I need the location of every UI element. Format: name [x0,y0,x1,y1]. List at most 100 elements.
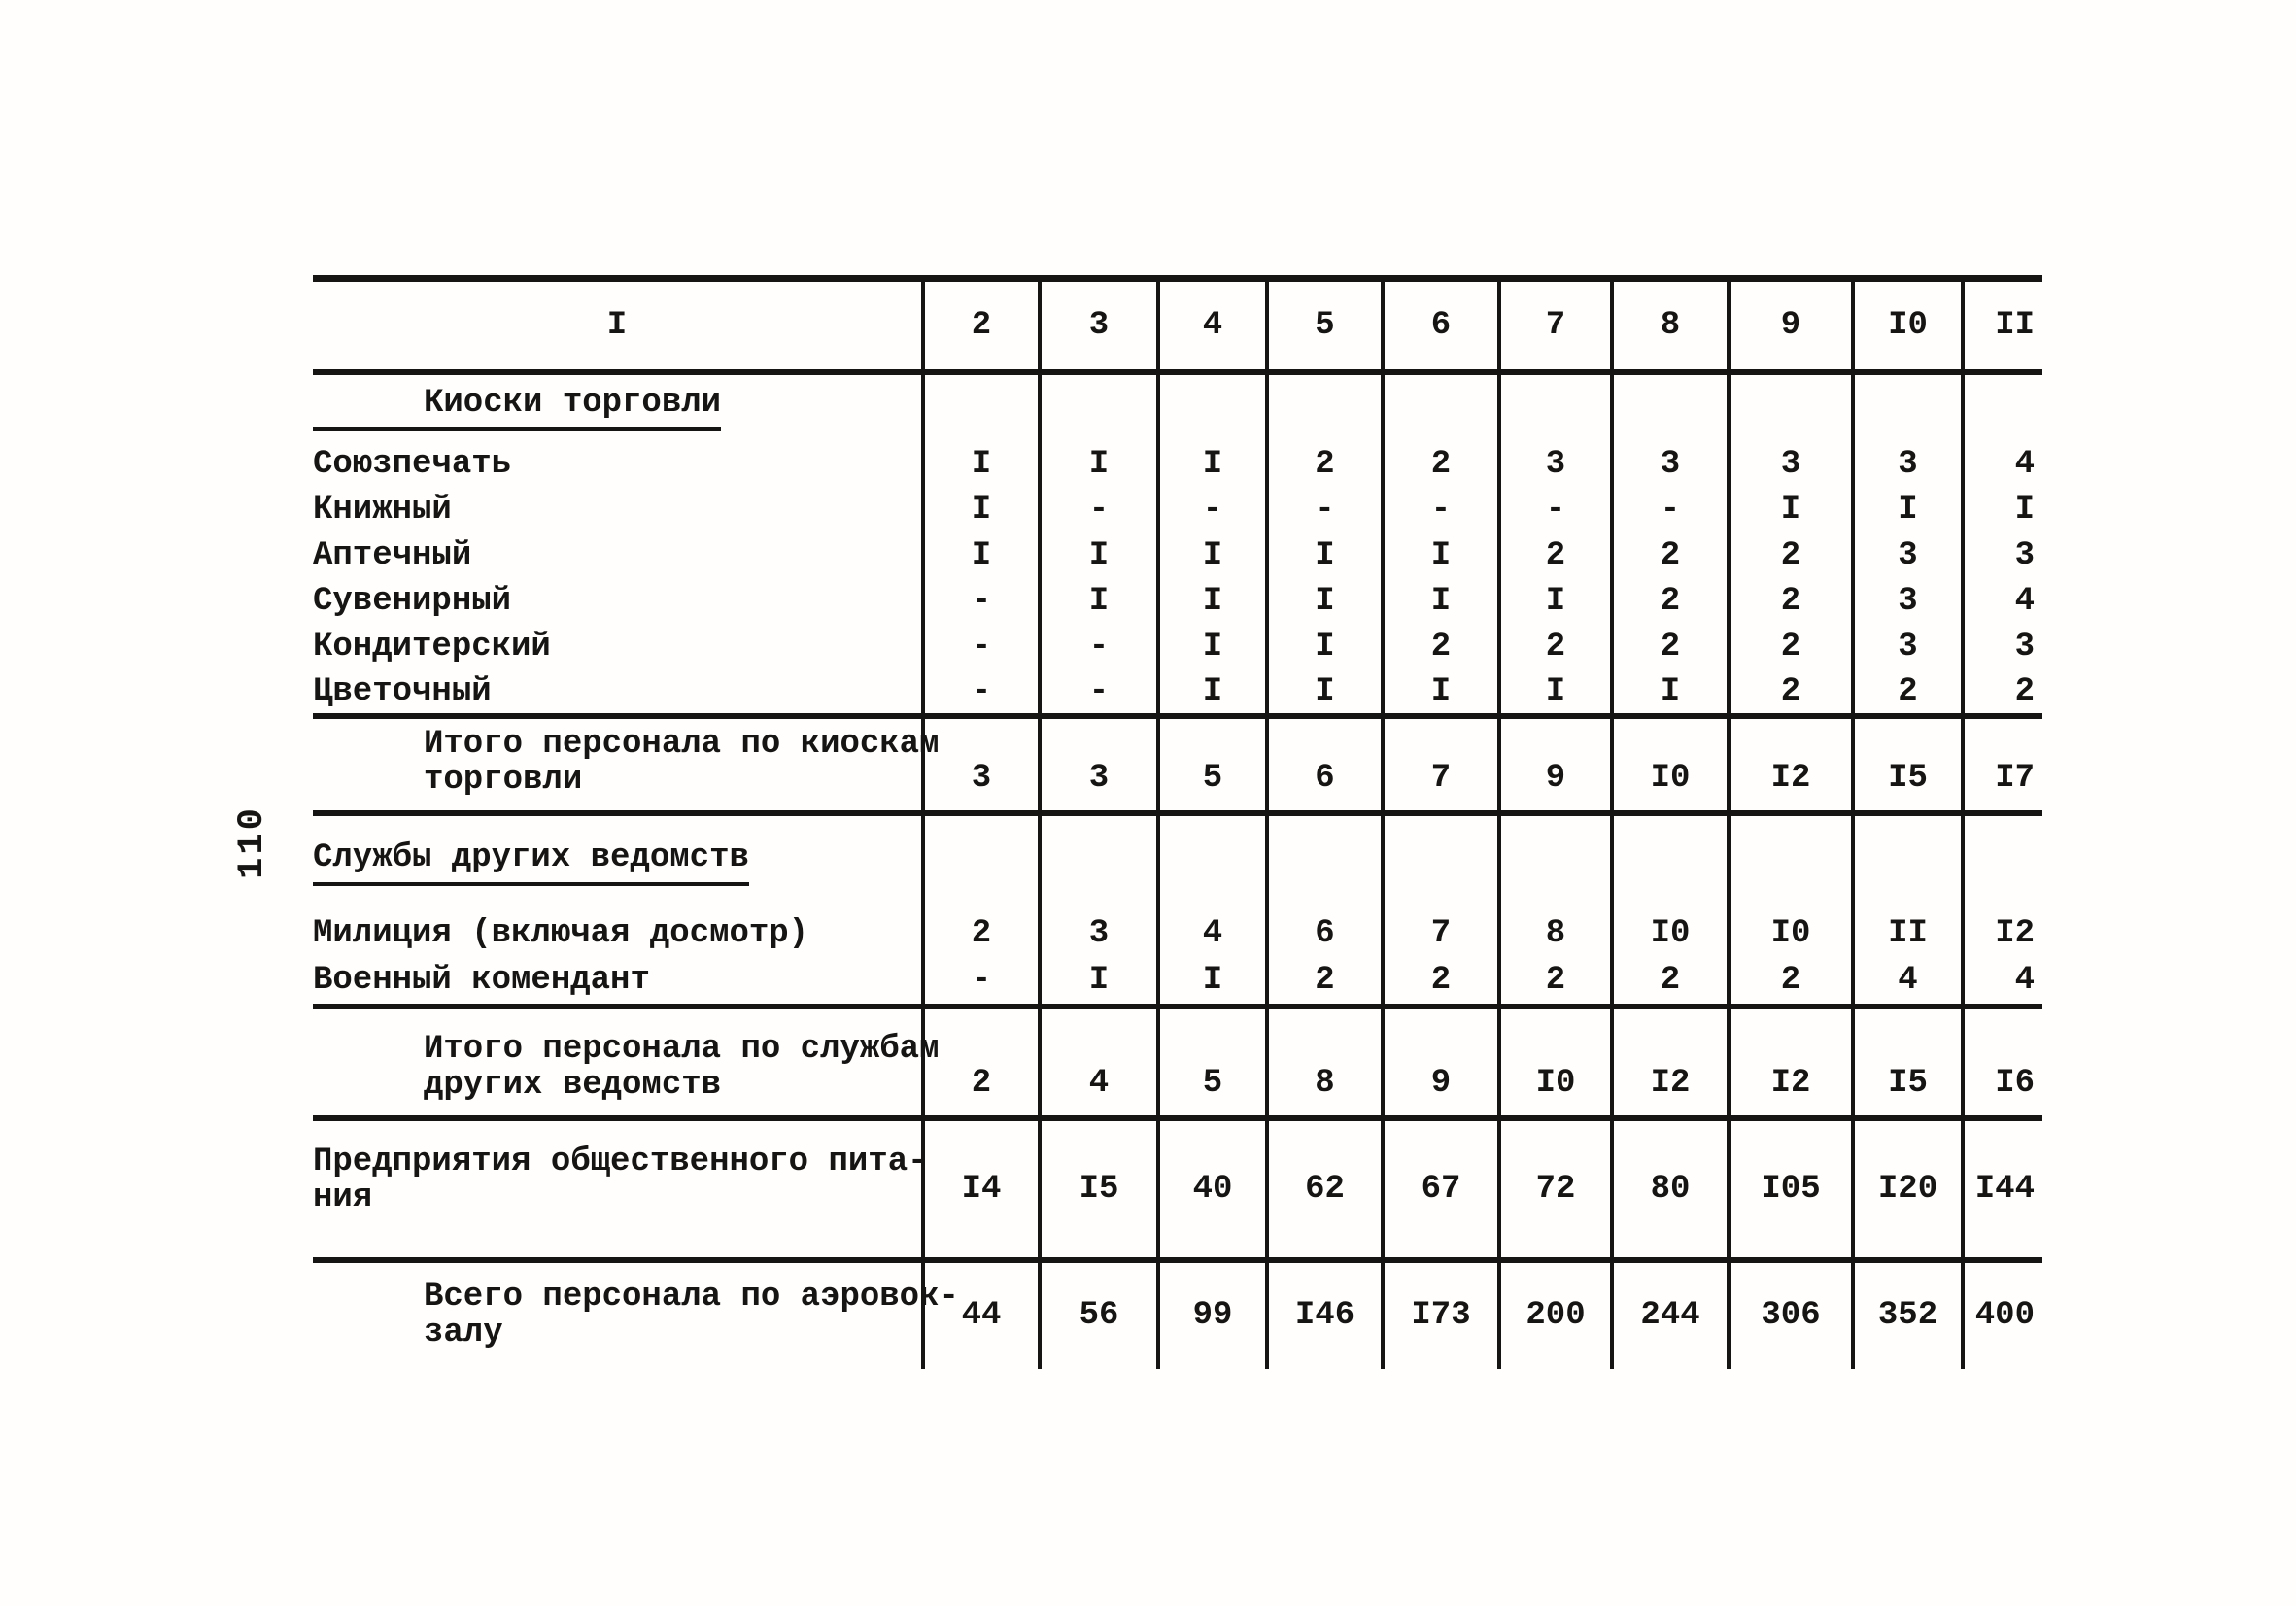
value-cell: - [1038,624,1158,670]
row-label: Цветочный [313,672,492,710]
empty-cell [1851,809,1963,910]
value-cell: 72 [1497,1114,1612,1260]
value-cell: 2 [1727,624,1853,670]
empty-cell [1265,368,1383,442]
row-label: Военный комендант [313,961,650,999]
value-cell: I [1038,578,1158,625]
value-cell: 9 [1381,1003,1499,1118]
value-cell: 3 [1851,624,1963,670]
value-cell: I2 [1610,1003,1729,1118]
value-cell: 400 [1961,1256,2042,1369]
value-cell: 3 [1961,532,2042,579]
empty-cell [921,368,1040,442]
value-cell: I [921,487,1040,533]
section-title-kiosks: Киоски торговли [313,385,722,431]
value-cell: I [1265,532,1383,579]
value-cell: 2 [1961,669,2042,716]
empty-cell [1381,809,1499,910]
column-header: 8 [1610,275,1729,372]
value-cell: 3 [1851,441,1963,488]
value-cell: - [921,578,1040,625]
column-header: II [1961,275,2042,372]
total-kiosks-row: Итого персонала по киоскам торговли 3 3 … [313,712,2042,813]
value-cell: 306 [1727,1256,1853,1369]
row-label-line2: торговли [424,761,583,799]
value-cell: I0 [1497,1003,1612,1118]
value-cell: I6 [1961,1003,2042,1118]
table-row: Военный комендант - I I 2 2 2 2 2 4 4 [313,956,2042,1007]
table-row: Цветочный - - I I I I I 2 2 2 [313,669,2042,716]
value-cell: I [1156,532,1267,579]
value-cell: 3 [1961,624,2042,670]
value-cell: 5 [1156,712,1267,813]
value-cell: 2 [1381,441,1499,488]
row-label: Итого персонала по киоскам торговли [313,712,940,813]
empty-cell [1156,368,1267,442]
value-cell: 200 [1497,1256,1612,1369]
table-row: Аптечный I I I I I 2 2 2 3 3 [313,532,2042,579]
empty-cell [1727,809,1853,910]
value-cell: 7 [1381,712,1499,813]
value-cell: 80 [1610,1114,1729,1260]
value-cell: I [1156,669,1267,716]
column-header: 4 [1156,275,1267,372]
row-label-line2: других ведомств [424,1066,722,1104]
page-number: 110 [232,805,273,879]
value-cell: 44 [921,1256,1040,1369]
value-cell: I [1038,956,1158,1007]
row-label: Союзпечать [313,446,512,483]
value-cell: 4 [1156,909,1267,957]
row-label: Кондитерский [313,629,551,666]
value-cell: 8 [1497,909,1612,957]
empty-cell [1610,809,1729,910]
value-cell: 3 [1610,441,1729,488]
row-label-line2: ния [313,1179,373,1216]
row-label-line1: Итого персонала по службам [424,1030,940,1068]
value-cell: - [921,624,1040,670]
value-cell: I7 [1961,712,2042,813]
row-label-line2: залу [424,1315,503,1351]
table-row: Союзпечать I I I 2 2 3 3 3 3 4 [313,441,2042,488]
value-cell: 9 [1497,712,1612,813]
empty-cell [1381,368,1499,442]
value-cell: - [921,956,1040,1007]
value-cell: - [1038,487,1158,533]
value-cell: I [1156,624,1267,670]
value-cell: 2 [1381,956,1499,1007]
value-cell: I [1381,578,1499,625]
column-header: 6 [1381,275,1499,372]
value-cell: I [1265,669,1383,716]
value-cell: I05 [1727,1114,1853,1260]
value-cell: 2 [1497,624,1612,670]
empty-cell [1038,809,1158,910]
table-header-row: I 2 3 4 5 6 7 8 9 I0 II [313,275,2042,372]
row-label: Всего персонала по аэровок- залу [313,1256,959,1369]
value-cell: I [1610,669,1729,716]
value-cell: 2 [1497,956,1612,1007]
empty-cell [1851,368,1963,442]
column-header: 2 [921,275,1040,372]
value-cell: 3 [1038,712,1158,813]
value-cell: 2 [1265,441,1383,488]
value-cell: 2 [1265,956,1383,1007]
value-cell: 2 [1497,532,1612,579]
column-header: 3 [1038,275,1158,372]
value-cell: 352 [1851,1256,1963,1369]
value-cell: I46 [1265,1256,1383,1369]
value-cell: 3 [1851,532,1963,579]
row-label: Книжный [313,492,452,529]
value-cell: 2 [1727,669,1853,716]
value-cell: I0 [1610,712,1729,813]
value-cell: - [1381,487,1499,533]
empty-cell [1610,368,1729,442]
grand-total-row: Всего персонала по аэровок- залу 44 56 9… [313,1256,2042,1369]
section-title-cell: Службы других ведомств [313,809,923,910]
value-cell: I4 [921,1114,1040,1260]
value-cell: 4 [1851,956,1963,1007]
value-cell: I [1265,624,1383,670]
table-row: Сувенирный - I I I I I 2 2 3 4 [313,578,2042,625]
value-cell: 2 [921,1003,1040,1118]
value-cell: I5 [1038,1114,1158,1260]
value-cell: 40 [1156,1114,1267,1260]
